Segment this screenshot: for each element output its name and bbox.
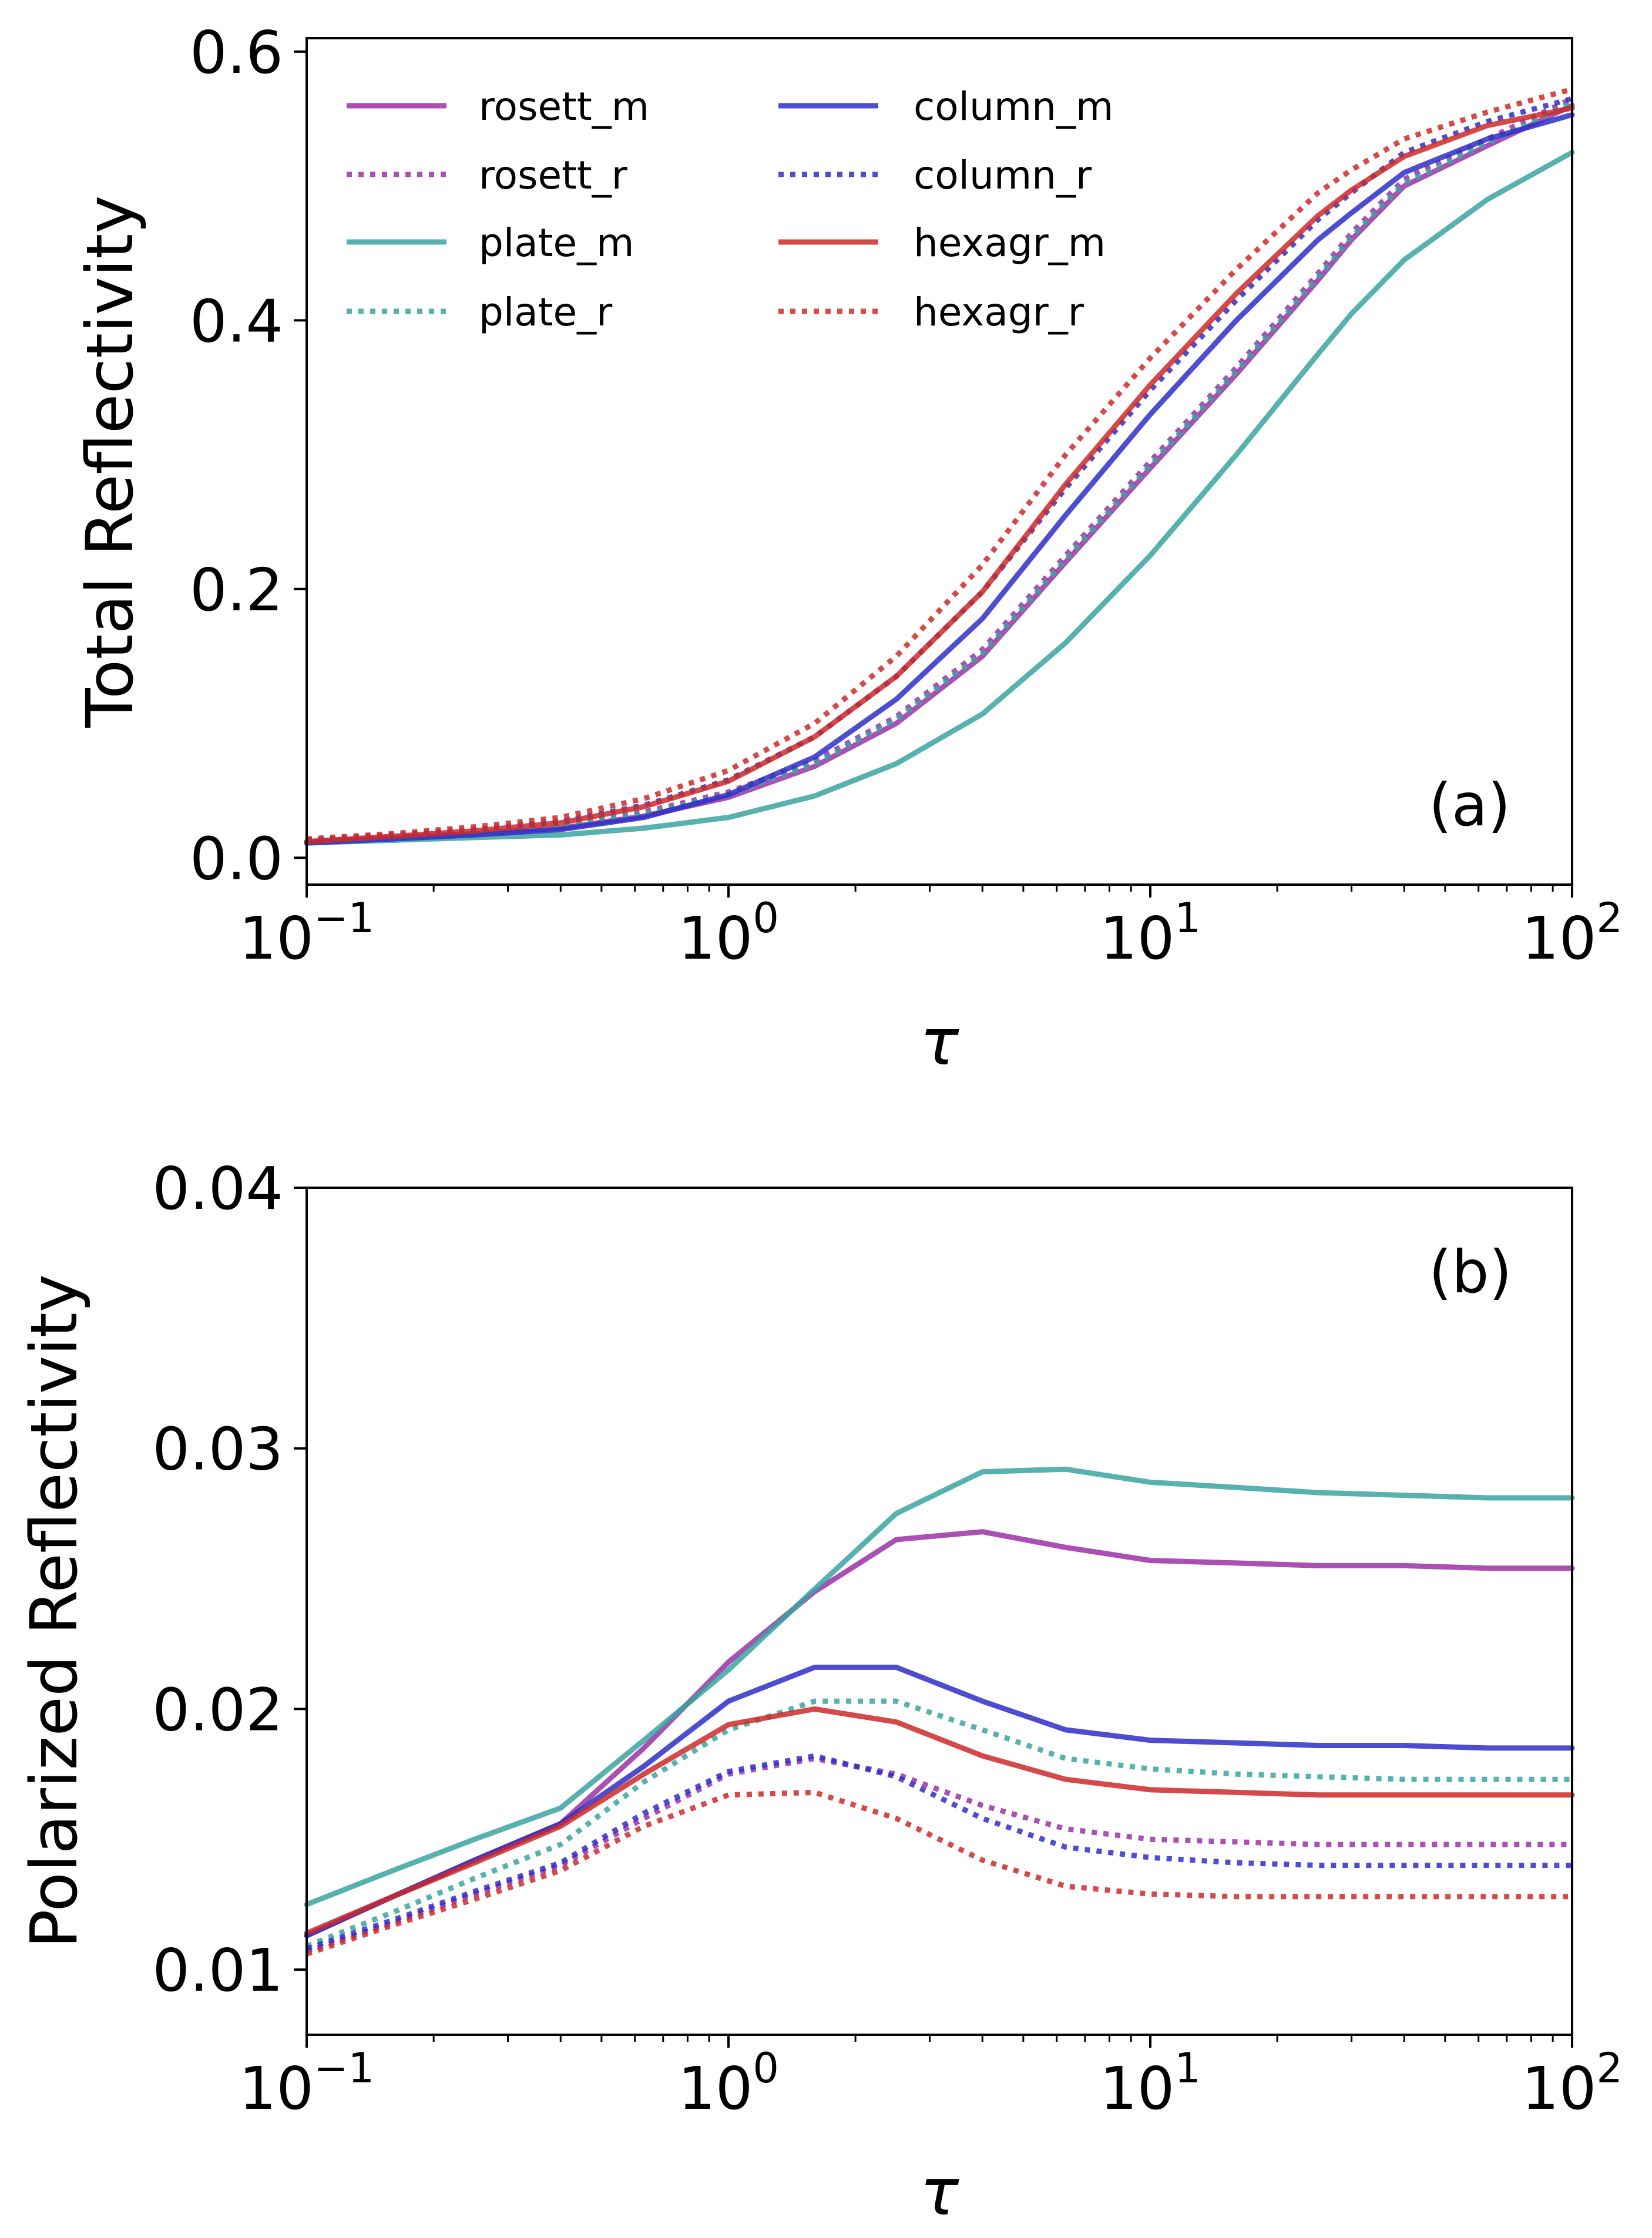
series-line-column-m (304, 112, 1575, 846)
x-tick-label: 101 (1100, 2044, 1201, 2123)
plot-frame (305, 1187, 1573, 2036)
legend-label-hexagr-m: hexagr_m (914, 220, 1106, 266)
series-line-hexagr-m (304, 105, 1575, 845)
x-tick-label: 101 (1100, 894, 1201, 973)
panel-label: (b) (1429, 1238, 1512, 1306)
legend-label-hexagr-r: hexagr_r (914, 290, 1084, 335)
y-tick-label: 0.03 (152, 1415, 283, 1484)
x-tick-label: 100 (678, 894, 779, 973)
series-line-hexagr-m (304, 1706, 1575, 1936)
legend-label-column-r: column_r (914, 153, 1092, 198)
series-line-hexagr-r (306, 86, 1573, 842)
legend: rosett_m rosett_r plate_m plate_r column_mco… (347, 84, 1113, 335)
panel-label: (a) (1429, 771, 1510, 839)
panel-b-polarized-reflectivity: 10−1 100 101 102 0.01 0.02 0.03 0.04 τ Polarize… (16, 1154, 1623, 2230)
y-tick-label: 0.04 (152, 1154, 283, 1223)
legend-label-plate-r: plate_r (479, 290, 613, 335)
x-axis-label: τ (920, 2155, 959, 2230)
y-tick-label: 0.4 (190, 287, 283, 355)
panel-a-total-reflectivity: 10−1 100 101 102 0.0 0.2 0.4 0.6 τ Total Reflec… (72, 18, 1623, 1080)
legend-label-column-m: column_m (914, 84, 1113, 129)
series-line-hexagr-r (305, 1789, 1572, 1957)
y-tick-label: 0.0 (190, 824, 283, 893)
y-tick-label: 0.01 (152, 1936, 283, 2005)
series-line-plate-m (304, 1466, 1575, 1907)
x-tick-label: 102 (1522, 2044, 1623, 2123)
y-tick-label: 0.02 (152, 1675, 283, 1744)
series-line-plate-r (305, 1698, 1572, 1949)
x-tick-label: 10−1 (239, 894, 374, 973)
legend-label-rosett-m: rosett_m (479, 84, 649, 129)
x-tick-label: 102 (1522, 894, 1623, 973)
legend-label-plate-m: plate_m (479, 220, 634, 266)
plot-frame (305, 37, 1573, 886)
series-line-plate-m (304, 149, 1575, 846)
y-tick-label: 0.6 (190, 18, 283, 87)
x-tick-label: 100 (678, 2044, 779, 2123)
x-axis-label: τ (920, 1004, 959, 1080)
legend-label-rosett-r: rosett_r (479, 153, 628, 198)
y-axis-label: Polarized Reflectivity (16, 1274, 92, 1948)
x-tick-label: 10−1 (239, 2044, 374, 2123)
y-axis-label: Total Reflectivity (72, 195, 147, 728)
y-tick-label: 0.2 (190, 556, 283, 624)
